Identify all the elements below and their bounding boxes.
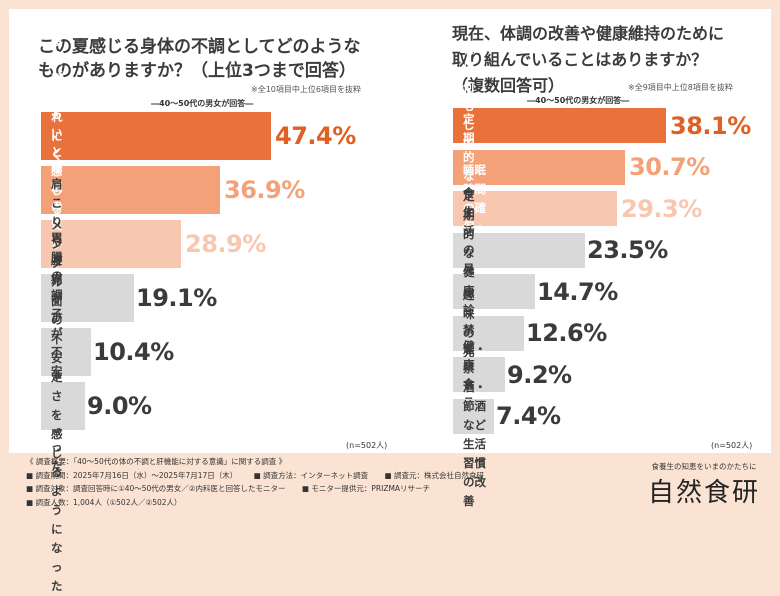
bar <box>453 108 666 143</box>
right-chart-note: ※全9項目中上位8項目を抜粋 <box>628 83 733 92</box>
bar <box>41 274 134 322</box>
bar <box>41 166 220 214</box>
brand-name: 自然食研 <box>647 478 760 508</box>
survey-source: ■ 調査元：株式会社自然食研 <box>384 470 485 480</box>
bar <box>41 382 85 430</box>
bar-value-label: 30.7% <box>629 153 710 181</box>
bar-value-label: 14.7% <box>537 277 618 306</box>
right-chart-title: 現在、体調の改善や健康維持のために 取り組んでいることはありますか？ （複数回答… <box>452 24 725 95</box>
bar <box>453 398 494 434</box>
bar <box>453 149 625 185</box>
brand-logo: 食養生の知恵をいまのかたちに 自然食研 <box>648 461 760 509</box>
bar-value-label: 28.9% <box>185 230 266 258</box>
left-chart-sample-size: (n=502人) <box>346 441 388 450</box>
left-chart-title: この夏感じる身体の不調としてどのような ものがありますか？（上位3つまで回答） <box>38 37 361 81</box>
bar <box>453 274 535 309</box>
left-chart-subtitle: ―40～50代の男女が回答― <box>151 99 254 108</box>
right-chart-sample-size: (n=502人) <box>711 441 753 450</box>
bar-value-label: 10.4% <box>93 338 174 366</box>
bar <box>453 315 524 351</box>
bar-value-label: 9.2% <box>507 360 572 389</box>
bar-value-label: 47.4% <box>275 122 356 150</box>
bar-value-label: 29.3% <box>621 194 702 223</box>
bar-value-label: 36.9% <box>224 176 305 204</box>
bar-value-label: 9.0% <box>87 392 152 420</box>
survey-provider: ■ モニター提供元：PRIZMAリサーチ <box>301 484 431 493</box>
survey-overview: 《 調査概要：「40～50代の体の不調と肝機能に対する意識」に関する調査 》 ■… <box>26 455 498 509</box>
survey-method: ■ 調査方法：インターネット調査 <box>253 470 369 480</box>
bar-value-label: 19.1% <box>136 284 217 312</box>
bar-value-label: 23.5% <box>587 236 668 264</box>
survey-period: ■ 調査期間：2025年7月16日（水）～2025年7月17日（木） <box>26 470 238 480</box>
right-chart-subtitle: ―40～50代の男女が回答― <box>527 96 630 105</box>
bar <box>41 328 91 376</box>
survey-target: ■ 調査対象：調査回答時に①40～50代の男女／②内科医と回答したモニター <box>26 484 286 493</box>
survey-count: ■ 調査人数：1,004人（①502人／②502人） <box>26 497 182 507</box>
brand-tagline: 食養生の知恵をいまのかたちに <box>651 462 757 471</box>
chart-card: この夏感じる身体の不調としてどのような ものがありますか？（上位3つまで回答） … <box>9 9 771 593</box>
bar <box>41 220 181 268</box>
bar-category-label: メンタル面の不安定さを 感じるようになった <box>51 218 63 593</box>
bar-value-label: 12.6% <box>526 319 607 347</box>
bar-value-label: 7.4% <box>496 402 561 430</box>
bar <box>41 112 271 160</box>
bar <box>453 191 617 226</box>
survey-overview-title: 《 調査概要：「40～50代の体の不調と肝機能に対する意識」に関する調査 》 <box>26 457 287 466</box>
bar-value-label: 38.1% <box>670 111 751 140</box>
bar <box>453 357 505 392</box>
left-chart-note: ※全10項目中上位6項目を抜粋 <box>251 85 361 94</box>
bar-category-label: 禁煙・禁酒・節酒など 生活習慣の改善 <box>463 323 486 508</box>
bar <box>453 232 585 268</box>
